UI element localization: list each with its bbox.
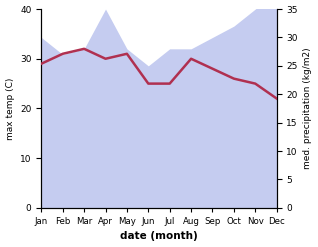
Y-axis label: med. precipitation (kg/m2): med. precipitation (kg/m2) xyxy=(303,48,313,169)
Y-axis label: max temp (C): max temp (C) xyxy=(5,77,15,140)
X-axis label: date (month): date (month) xyxy=(120,231,198,242)
